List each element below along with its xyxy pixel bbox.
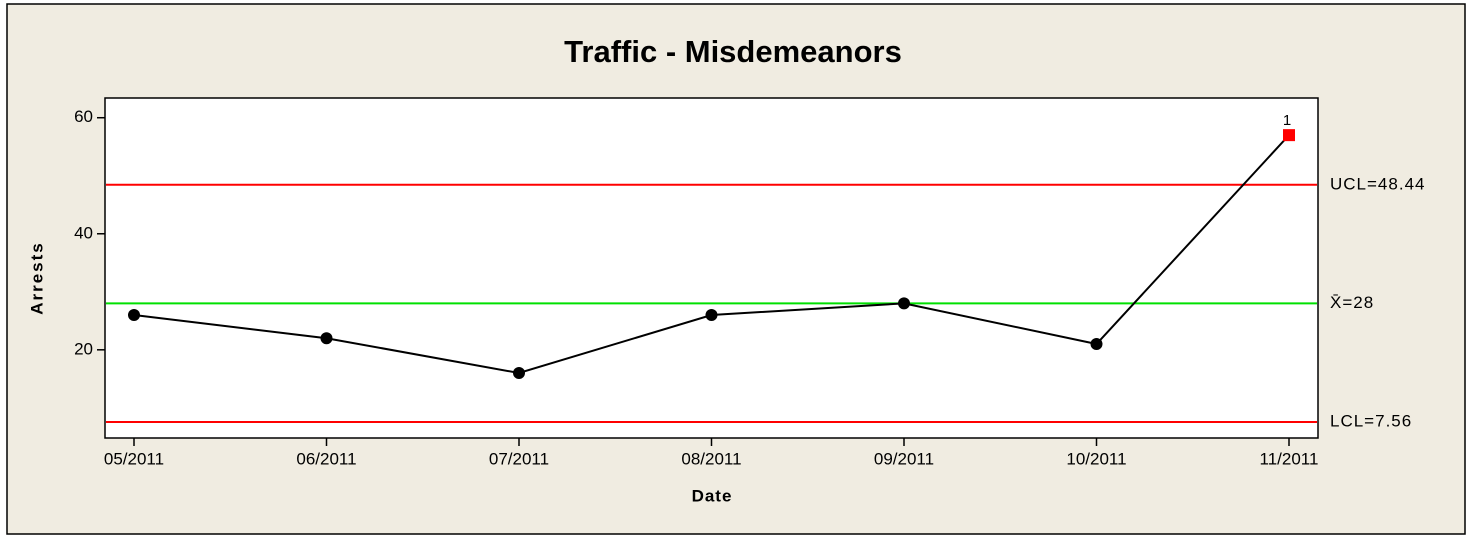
data-point	[513, 367, 525, 380]
x-tick-label: 05/2011	[104, 449, 164, 468]
control-limit-label: X̄=28	[1330, 293, 1374, 312]
y-tick-label: 60	[74, 107, 93, 126]
flagged-point	[1283, 129, 1295, 142]
data-point	[1090, 338, 1103, 351]
x-tick-label: 06/2011	[296, 449, 356, 468]
chart-title: Traffic - Misdemeanors	[564, 34, 902, 69]
x-tick-label: 07/2011	[489, 449, 549, 468]
data-point	[898, 297, 910, 310]
x-tick-label: 09/2011	[874, 449, 934, 468]
data-point	[320, 332, 333, 345]
data-point	[128, 308, 140, 321]
x-axis-label: Date	[692, 486, 733, 505]
flag-label: 1	[1283, 112, 1291, 129]
plot-area	[104, 97, 1319, 439]
y-tick-label: 40	[74, 223, 93, 242]
x-tick-label: 08/2011	[681, 449, 741, 468]
y-axis-label: Arrests	[27, 241, 46, 315]
x-tick-label: 11/2011	[1260, 449, 1319, 468]
control-limit-label: UCL=48.44	[1330, 174, 1425, 193]
y-tick-label: 20	[74, 339, 93, 358]
x-tick-label: 10/2011	[1066, 449, 1126, 468]
data-point	[705, 308, 718, 321]
control-limit-label: LCL=7.56	[1330, 411, 1412, 430]
